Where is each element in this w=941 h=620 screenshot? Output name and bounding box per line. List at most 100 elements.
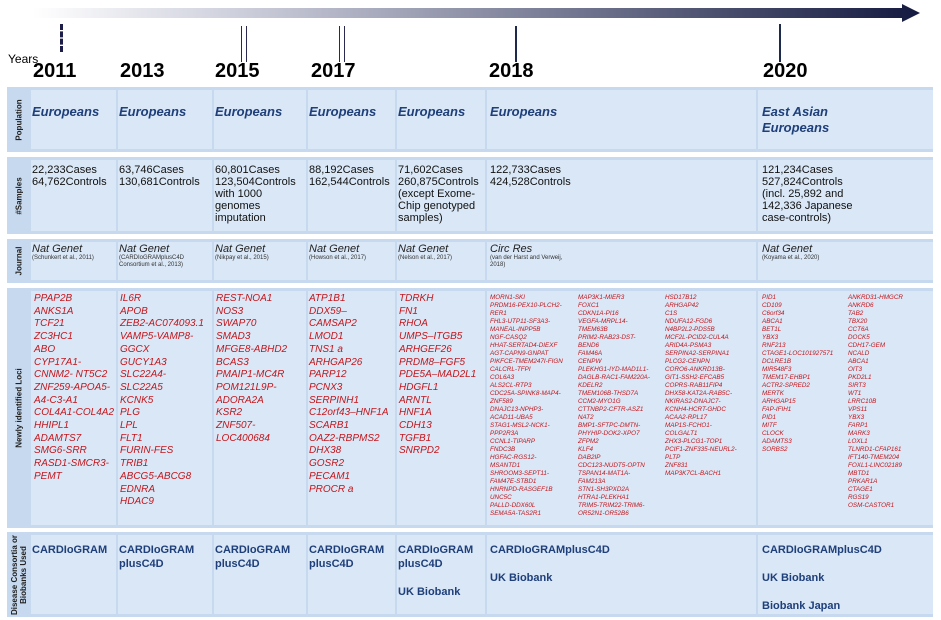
journal-2017b: Nat Genet (Nelson et al., 2017) bbox=[398, 243, 453, 261]
locus-name: MCF2L-PCID2-CUL4A bbox=[665, 334, 729, 341]
consortium-name: CARDIoGRAM bbox=[309, 544, 385, 556]
locus-name: LOXL1 bbox=[848, 438, 868, 445]
journal-2017: Nat Genet (Howson et al., 2017) bbox=[309, 243, 367, 261]
loci-row-label: Newly identified Loci bbox=[14, 368, 24, 448]
journal-2013: Nat Genet (CARDIoGRAMplusC4D Consortium et… bbox=[119, 243, 185, 268]
locus-name: HSD17B12 bbox=[665, 294, 697, 301]
locus-name: NDUFA12-FGD6 bbox=[665, 318, 713, 325]
locus-name: ARID4A-PSMA3 bbox=[665, 342, 712, 349]
consortium-name: CARDIoGRAMplusC4D bbox=[762, 544, 882, 556]
locus-name: ARHGEF26 bbox=[399, 343, 452, 355]
locus-name: KSR2 bbox=[216, 407, 243, 419]
locus-name: ABCA1 bbox=[848, 358, 869, 365]
loci-list-2015: REST-NOA1 NOS3 SWAP70 SMAD3 MFGE8-ABHD2 BCAS3… bbox=[216, 293, 287, 445]
locus-name: ARHGAP42 bbox=[665, 302, 699, 309]
locus-name: FNDC3B bbox=[490, 446, 516, 453]
locus-name: OAZ2-RBPMS2 bbox=[309, 432, 380, 444]
loci-list-2018-col3: HSD17B12 ARHGAP42 C1S NDUFA12-FGD6 N4BP2L2-P… bbox=[665, 294, 737, 478]
journal-2018: Circ Res (van der Harst and Verweij, 2018) bbox=[490, 243, 563, 268]
locus-name: MAP3K1-MIER3 bbox=[578, 294, 625, 301]
locus-name: FHL3-UTP11-SF3A3- bbox=[490, 318, 551, 325]
locus-name: CDKN1A-PI16 bbox=[578, 310, 619, 317]
locus-name: KLF4 bbox=[578, 446, 594, 453]
locus-name: C12orf43–HNF1A bbox=[309, 407, 389, 419]
locus-name: SIRT3 bbox=[848, 382, 866, 389]
locus-name: DHX58-KAT2A-RAB5C- bbox=[665, 390, 733, 397]
locus-name: TSPAN14-MAT1A- bbox=[578, 470, 631, 477]
locus-name: TNS1 a bbox=[309, 343, 343, 355]
locus-name: OIT3 bbox=[848, 366, 862, 373]
locus-name: ADORA2A bbox=[216, 394, 264, 406]
consortium-name: plusC4D bbox=[119, 558, 164, 570]
locus-name: NAT2 bbox=[578, 414, 594, 421]
population-2015: Europeans bbox=[215, 104, 283, 119]
locus-name: BMP1-SFTPC-DMTN- bbox=[578, 422, 641, 429]
locus-name: HNRNPD-RASGEF1B bbox=[490, 486, 553, 493]
locus-name: ANKRD31-HMGCR bbox=[848, 294, 903, 301]
locus-name: ZC3HC1 bbox=[34, 331, 73, 343]
consortia-band: Disease Consortia or Biobanks Used CARDI… bbox=[7, 532, 933, 617]
locus-name: CENPW bbox=[578, 358, 602, 365]
population-2018: Europeans bbox=[490, 104, 558, 119]
locus-name: PRDM16-PEX10-PLCH2- bbox=[490, 302, 562, 309]
locus-name: DAB2IP bbox=[578, 454, 601, 461]
consortia-2015: CARDIoGRAM plusC4D bbox=[215, 543, 290, 571]
loci-list-2018-col2: MAP3K1-MIER3 FOXC1 CDKN1A-PI16 VEGFA-MRPL14… bbox=[578, 294, 650, 518]
samples-band: #Samples 22,233Cases 64,762Controls 63,74… bbox=[7, 157, 933, 234]
locus-name: CD109 bbox=[762, 302, 782, 309]
locus-name: ATP1B1 bbox=[309, 293, 346, 304]
locus-name: STAG1-MSL2-NCK1- bbox=[490, 422, 550, 429]
locus-name: ANKS1A bbox=[34, 305, 74, 317]
locus-name: PROCR a bbox=[309, 483, 354, 495]
locus-name: PLG bbox=[120, 407, 141, 419]
consortium-name bbox=[762, 557, 882, 571]
locus-name: MARK3 bbox=[848, 430, 870, 437]
locus-name: DAGLB-RAC1-FAM220A- bbox=[578, 374, 650, 381]
locus-name: PARP12 bbox=[309, 369, 347, 381]
locus-name: POM121L9P- bbox=[216, 381, 277, 393]
locus-name: ACTR2-SPRED2 bbox=[762, 382, 810, 389]
locus-name: COLGALT1 bbox=[665, 430, 698, 437]
locus-name: ABCA1 bbox=[762, 318, 783, 325]
locus-name: IL6R bbox=[120, 293, 142, 304]
journal-2020: Nat Genet (Koyama et al., 2020) bbox=[762, 243, 820, 261]
population-2013: Europeans bbox=[119, 104, 187, 119]
locus-name: SERPINA2-SERPINA1 bbox=[665, 350, 730, 357]
locus-name: RASD1-SMCR3- bbox=[34, 458, 110, 470]
locus-name: CALCRL-TFPI bbox=[490, 366, 531, 373]
consortia-2017: CARDIoGRAM plusC4D bbox=[309, 543, 384, 571]
locus-name: PMAIP1-MC4R bbox=[216, 369, 285, 381]
locus-name: PEMT bbox=[34, 470, 62, 482]
locus-name: AGT-CAPN9-GNPAT bbox=[490, 350, 549, 357]
locus-name: GGCX bbox=[120, 343, 150, 355]
locus-name: CNNM2- NT5C2 bbox=[34, 369, 108, 381]
locus-name: PRIM2-RAB23-DST- bbox=[578, 334, 636, 341]
locus-name: PID1 bbox=[762, 414, 776, 421]
samples-row-label: #Samples bbox=[14, 176, 24, 215]
locus-name: TCF21 bbox=[34, 318, 65, 330]
locus-name: RHOA bbox=[399, 318, 428, 330]
locus-name: MBTD1 bbox=[848, 470, 870, 477]
locus-name: FURIN-FES bbox=[120, 445, 174, 457]
year-2013: 2013 bbox=[120, 60, 165, 82]
locus-name: MAP1S-FCHO1- bbox=[665, 422, 712, 429]
consortium-name: CARDIoGRAM bbox=[398, 544, 474, 556]
consortia-2013: CARDIoGRAM plusC4D bbox=[119, 543, 194, 571]
locus-name: APOB bbox=[120, 305, 148, 317]
consortium-name: CARDIoGRAM bbox=[215, 544, 291, 556]
locus-name: CYP17A1- bbox=[34, 356, 82, 368]
timeline-tick-2015 bbox=[241, 26, 247, 62]
locus-name: CDH17-GEM bbox=[848, 342, 886, 349]
journal-row-label: Journal bbox=[14, 246, 24, 276]
locus-name: RGS19 bbox=[848, 494, 869, 501]
locus-name: SCARB1 bbox=[309, 420, 350, 432]
locus-name: N4BP2L2-PDS5B bbox=[665, 326, 715, 333]
locus-name: PIKFCE-TMEM247I-FIGN bbox=[490, 358, 563, 365]
locus-name: MORN1-SKI bbox=[490, 294, 525, 301]
locus-name: CCT6A bbox=[848, 326, 869, 333]
locus-name: C1S bbox=[665, 310, 678, 317]
locus-name: A4-C3-A1 bbox=[34, 394, 78, 406]
locus-name: SNRPD2 bbox=[399, 445, 440, 457]
locus-name: SWAP70 bbox=[216, 318, 257, 330]
locus-name: HDGFL1 bbox=[399, 381, 439, 393]
